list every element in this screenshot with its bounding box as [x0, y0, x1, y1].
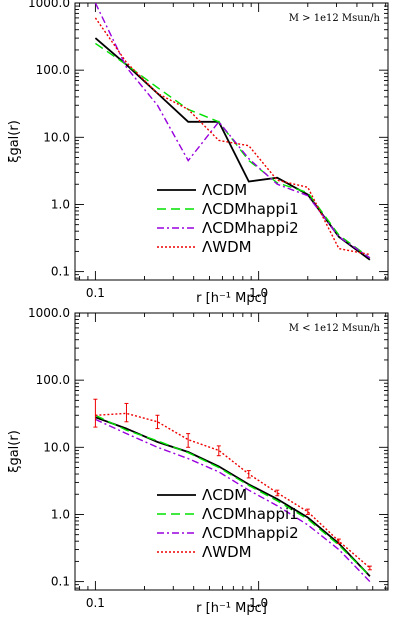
y-tick-label: 1.0 [51, 197, 70, 211]
x-tick-label: 0.1 [86, 596, 105, 610]
plot-frame [74, 312, 389, 591]
plot-area [93, 398, 372, 583]
y-tick-label: 100.0 [36, 373, 70, 387]
legend-label-3: ΛCDMhappi2 [202, 524, 299, 542]
y-tick-label: 10.0 [43, 440, 70, 454]
series-line-3 [95, 418, 371, 583]
panel-annotation: M < 1e12 Msun/h [289, 323, 381, 334]
legend-label-1: ΛCDM [202, 486, 247, 504]
y-axis-label: ξgal(r) [7, 120, 22, 163]
y-tick-label: 0.1 [51, 265, 70, 279]
panel-annotation: M > 1e12 Msun/h [289, 13, 381, 24]
x-tick-label: 1.0 [249, 286, 268, 300]
x-axis-label: r [h⁻¹ Mpc] [196, 291, 267, 306]
legend-label-4: ΛWDM [202, 543, 252, 561]
legend-label-4: ΛWDM [202, 238, 252, 256]
y-tick-label: 1.0 [51, 507, 70, 521]
series-line-4 [95, 412, 371, 569]
legend-label-2: ΛCDMhappi1 [202, 200, 299, 218]
legend-label-1: ΛCDM [202, 181, 247, 199]
series-line-2 [95, 414, 371, 577]
y-tick-label: 100.0 [36, 63, 70, 77]
y-axis-label: ξgal(r) [7, 430, 22, 473]
legend-label-2: ΛCDMhappi1 [202, 505, 299, 523]
y-tick-label: 0.1 [51, 575, 70, 589]
x-tick-label: 0.1 [86, 286, 105, 300]
series-line-4 [94, 17, 371, 256]
series-line-3 [94, 3, 371, 259]
legend-label-3: ΛCDMhappi2 [202, 219, 299, 237]
plot-frame [74, 2, 389, 281]
plot-area [94, 3, 371, 261]
y-tick-label: 10.0 [43, 130, 70, 144]
x-tick-label: 1.0 [249, 596, 268, 610]
x-axis-label: r [h⁻¹ Mpc] [196, 601, 267, 616]
y-tick-label: 1000.0 [28, 0, 70, 10]
y-tick-label: 1000.0 [28, 306, 70, 320]
